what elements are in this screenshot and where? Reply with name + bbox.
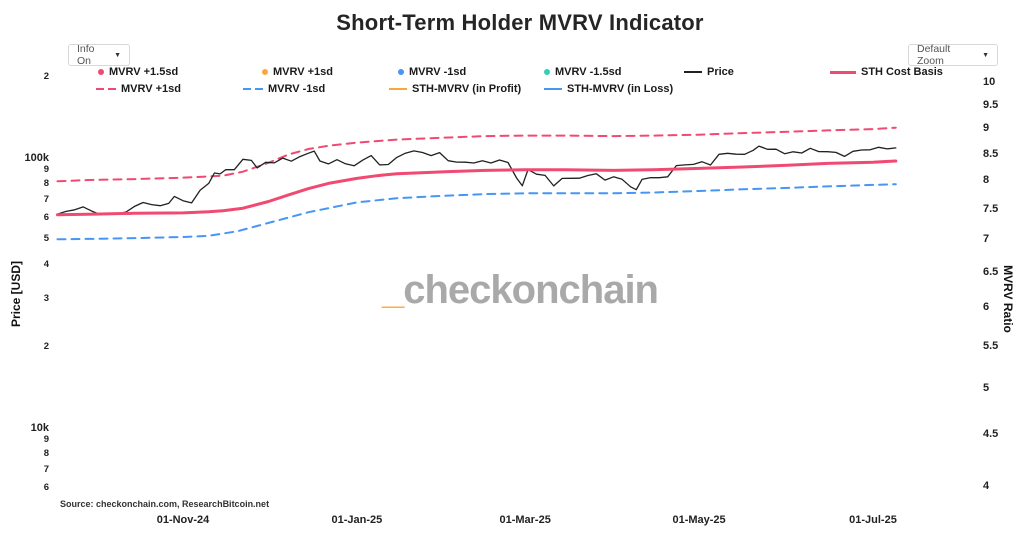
legend-marker-line <box>389 88 407 90</box>
legend-marker-line <box>684 71 702 73</box>
right-axis-tick: 10 <box>983 76 996 88</box>
legend-item-sth-mvrv-in-profit[interactable]: STH-MVRV (in Profit) <box>389 82 521 96</box>
legend-label: STH-MVRV (in Loss) <box>567 83 674 95</box>
left-axis-tick: 2 <box>43 340 49 352</box>
left-axis-tick: 2 <box>43 70 49 82</box>
legend-marker-dot <box>544 69 550 75</box>
legend-item-price[interactable]: Price <box>684 65 734 79</box>
x-axis-tick: 01-May-25 <box>672 514 726 526</box>
right-axis-tick: 7 <box>983 233 990 246</box>
watermark-underscore: _ <box>381 268 404 312</box>
left-axis-tick: 6 <box>43 481 49 493</box>
left-axis-tick: 8 <box>43 178 49 190</box>
x-axis-tick: 01-Jul-25 <box>849 514 897 526</box>
watermark: _checkonchain <box>320 268 720 313</box>
zoom-preset-label: Default Zoom <box>917 43 951 67</box>
left-axis-tick: 6 <box>43 211 49 223</box>
series-mvrv-1sd-line <box>56 183 897 241</box>
right-axis-tick: 9 <box>983 122 990 135</box>
info-toggle-dropdown[interactable]: Info On ▼ <box>68 43 130 67</box>
legend-marker-dashes <box>96 87 116 91</box>
left-axis-tick: 7 <box>43 193 49 205</box>
left-axis-title: Price [USD] <box>9 260 23 328</box>
chevron-down-icon: ▼ <box>982 51 989 59</box>
info-toggle-label: Info On <box>77 43 95 67</box>
left-axis-tick: 9 <box>43 434 49 446</box>
left-axis-tick: 5 <box>43 233 49 245</box>
right-axis-tick: 4.5 <box>983 427 999 440</box>
page-title: Short-Term Holder MVRV Indicator <box>336 10 704 35</box>
chevron-down-icon: ▼ <box>114 51 121 59</box>
zoom-preset-dropdown[interactable]: Default Zoom ▼ <box>908 43 998 67</box>
right-axis-tick: 4 <box>983 479 990 492</box>
series-mvrv-1sd-line <box>56 126 897 183</box>
legend-label: MVRV -1.5sd <box>555 66 622 78</box>
legend-marker-dot <box>398 69 404 75</box>
legend-item-mvrv-1-5sd[interactable]: MVRV +1.5sd <box>98 65 178 79</box>
legend-item-sth-cost-basis[interactable]: STH Cost Basis <box>830 65 943 79</box>
left-axis-tick: 100k <box>24 152 49 164</box>
legend-item-mvrv-1sd[interactable]: MVRV +1sd <box>262 65 333 79</box>
legend-item-mvrv-1sd[interactable]: MVRV -1sd <box>398 65 466 79</box>
series-sth-cost-basis-line <box>56 159 898 217</box>
legend-label: MVRV +1sd <box>121 83 182 95</box>
series-price-line <box>56 145 897 216</box>
legend-item-mvrv-1-5sd[interactable]: MVRV -1.5sd <box>544 65 621 79</box>
watermark-text: checkonchain <box>403 268 659 312</box>
right-axis-tick: 6.5 <box>983 265 999 278</box>
right-axis-tick: 6 <box>983 301 990 314</box>
legend-marker-dot <box>98 69 104 75</box>
legend-label: STH-MVRV (in Profit) <box>412 83 522 95</box>
right-axis-tick: 5 <box>983 381 990 394</box>
right-axis-tick: 7.5 <box>983 202 999 215</box>
left-axis-tick: 10k <box>30 422 49 434</box>
left-axis-tick: 9 <box>43 164 49 176</box>
legend-marker-line <box>544 88 562 90</box>
legend-marker-thick <box>830 70 856 74</box>
left-axis-tick: 4 <box>43 259 49 271</box>
x-axis-tick: 01-Mar-25 <box>499 514 551 526</box>
left-axis-tick: 8 <box>43 448 49 460</box>
legend-label: MVRV +1.5sd <box>109 66 179 78</box>
legend-label: MVRV +1sd <box>273 66 334 78</box>
right-axis-title: MVRV Ratio <box>1001 265 1015 333</box>
legend-label: MVRV -1sd <box>409 66 467 78</box>
legend-label: Price <box>707 66 734 78</box>
left-axis-tick: 3 <box>43 293 49 305</box>
legend-item-mvrv-1sd[interactable]: MVRV +1sd <box>96 82 181 96</box>
x-axis-tick: 01-Nov-24 <box>156 514 210 526</box>
legend-item-mvrv-1sd[interactable]: MVRV -1sd <box>243 82 325 96</box>
legend-marker-dot <box>262 69 268 75</box>
legend-label: MVRV -1sd <box>268 83 326 95</box>
legend-label: STH Cost Basis <box>861 66 943 78</box>
source-note: Source: checkonchain.com, ResearchBitcoi… <box>60 499 270 509</box>
left-axis-tick: 7 <box>43 463 49 475</box>
legend-item-sth-mvrv-in-loss[interactable]: STH-MVRV (in Loss) <box>544 82 673 96</box>
x-axis-tick: 01-Jan-25 <box>331 514 383 526</box>
right-axis-tick: 9.5 <box>983 98 999 111</box>
right-axis-tick: 8.5 <box>983 147 999 160</box>
right-axis-tick: 5.5 <box>983 339 999 352</box>
right-axis-tick: 8 <box>983 174 990 187</box>
legend-marker-dashes <box>243 87 263 91</box>
